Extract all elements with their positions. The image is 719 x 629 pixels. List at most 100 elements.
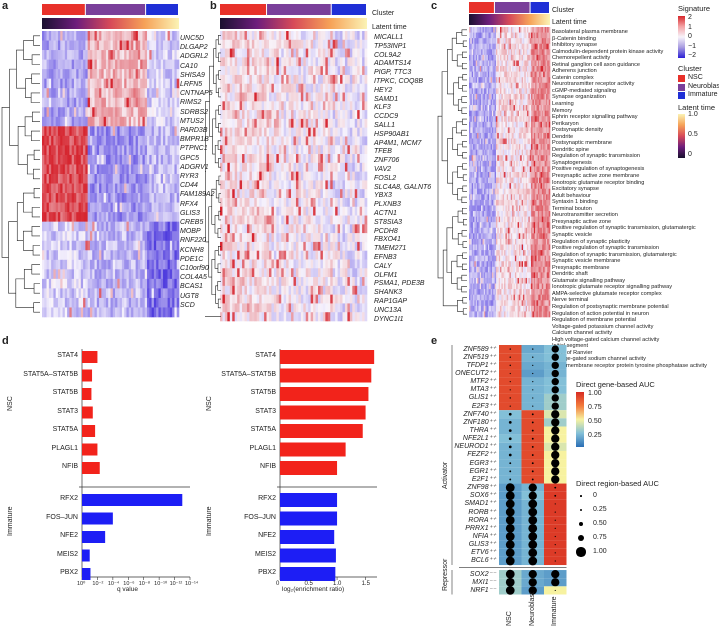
bar-right [280, 350, 375, 364]
term-label: β-Catenin binding [552, 35, 596, 42]
bar-label-right: PBX2 [258, 569, 276, 576]
gene-label: HSP90AB1 [374, 130, 410, 138]
region-auc-dot [554, 527, 556, 529]
left-tick-label: 10⁻¹⁴ [185, 581, 199, 587]
dendrogram-b [205, 35, 221, 317]
term-label: Voltage-gated sodium channel activity [552, 356, 646, 363]
region-auc-dot [554, 589, 556, 592]
region-auc-dot [505, 507, 515, 517]
gene-label: PCDH8 [374, 227, 398, 235]
bar-label-right: STAT5B [250, 389, 276, 396]
cluster-swatch [678, 92, 685, 99]
bar-left [82, 531, 106, 543]
region-auc-dot [554, 486, 557, 489]
tf-label: NRF1⁻⁻ [470, 586, 496, 594]
gene-label: ADGRL2 [180, 53, 209, 61]
tf-label: EGR3⁺⁺ [469, 459, 496, 467]
bar-left [82, 512, 113, 525]
heatmap-b-cells [220, 31, 368, 322]
cluster-label-c: Cluster [552, 7, 575, 14]
gene-label: UNC13A [374, 306, 402, 314]
region-auc-dot [528, 532, 538, 541]
region-auc-dot [531, 421, 534, 424]
auc-legend-title: Direct gene-based AUC [576, 380, 655, 389]
region-auc-dot [528, 556, 538, 566]
tf-label: ZNF740⁺⁺ [463, 410, 496, 418]
size-legend-label: 0.25 [593, 506, 607, 513]
bar-right [280, 368, 372, 383]
c-latent-bar [469, 14, 550, 25]
bar-label-left: NFE2 [60, 532, 78, 539]
panel-label-a: a [2, 0, 9, 12]
gene-label: CREB5 [180, 219, 204, 227]
region-auc-dot [509, 381, 511, 383]
right-tick-label: 0 [276, 581, 280, 587]
group-label-repressor: Repressor [442, 558, 449, 591]
region-auc-dot [551, 353, 559, 361]
left-tick-label: 10⁻⁶ [123, 581, 135, 587]
region-auc-dot [551, 386, 559, 394]
gene-label: FAM189A2 [180, 191, 215, 199]
panel-label-d: d [2, 335, 9, 347]
region-auc-dot [551, 410, 560, 419]
bar-right [280, 424, 363, 438]
region-auc-dot [554, 535, 556, 538]
gene-label: UNC5D [180, 35, 205, 42]
term-label: Regulation of postsynaptic membrane pote… [552, 303, 669, 310]
tf-label: ZNF589⁺⁺ [463, 345, 496, 353]
bar-left [82, 425, 96, 437]
a-cluster-seg [42, 4, 85, 15]
region-auc-dot [551, 361, 559, 370]
bar-right [280, 511, 338, 526]
gene-label: COL4A5 [180, 274, 207, 282]
gene-label: RYR3 [180, 173, 199, 181]
term-label: Ionotropic glutamate receptor binding [552, 179, 645, 186]
term-label: Ephrin receptor signalling pathway [552, 114, 638, 121]
bar-right [280, 442, 346, 457]
b-cluster-seg [220, 4, 267, 15]
right-tick-label: 1.0 [333, 581, 342, 587]
panel-a: a UNC5D DLGAP2 ADGRL2 CA10 SHISA9 LRFN5 CNTNAP… [0, 0, 215, 330]
tf-label: NFE2L1⁺⁺ [462, 435, 496, 443]
gene-label: SLC4A8, GALNT6 [374, 183, 432, 191]
region-auc-dot [505, 586, 515, 595]
bar-right [280, 530, 335, 544]
region-auc-dot [551, 569, 560, 579]
term-label: Nerve terminal [552, 297, 589, 304]
term-label: Transmembrane receptor protein tyrosine … [552, 362, 707, 369]
signature-legend-title: Signature [678, 4, 711, 13]
term-label: Catenin complex [552, 74, 594, 81]
region-auc-dot [551, 369, 559, 378]
region-auc-dot [505, 524, 515, 533]
gene-label: CNTNAP5 [180, 90, 213, 98]
region-auc-dot [505, 532, 515, 541]
term-label: Adherens junction [552, 68, 597, 75]
auc-tick: 1.00 [588, 390, 602, 397]
gene-label: SDRBS2 [180, 108, 209, 116]
gene-label: CALY [374, 262, 392, 270]
region-auc-dot [528, 483, 537, 492]
auc-tick: 0.50 [588, 418, 602, 425]
c-cluster-seg [469, 2, 494, 13]
size-legend-dot [580, 495, 582, 497]
cluster-legend-title: Cluster [678, 64, 702, 73]
region-auc-dot [551, 467, 560, 476]
bar-label-left: STAT5A [52, 426, 78, 433]
auc-tick: 0.75 [588, 404, 602, 411]
bar-right [280, 387, 369, 401]
region-auc-dot [532, 372, 534, 375]
gene-label: ADGRV1 [180, 163, 209, 171]
bar-left [82, 549, 90, 562]
gene-label: KLF3 [374, 104, 391, 112]
term-label: Basolateral plasma membrane [552, 29, 628, 35]
left-tick-label: 10⁻⁴ [107, 581, 120, 587]
tf-label: RORB⁺⁺ [468, 508, 496, 516]
region-auc-dot [551, 426, 560, 435]
heatmap-a-cells [42, 31, 180, 318]
bar-label-right: STAT5A [250, 426, 276, 433]
gene-label: PLXNB3 [374, 201, 401, 209]
region-auc-dot [509, 356, 511, 358]
gene-label: DYNC1I1 [374, 315, 404, 323]
region-auc-dot [531, 454, 534, 456]
cluster-legend-item: Immature [688, 91, 718, 98]
